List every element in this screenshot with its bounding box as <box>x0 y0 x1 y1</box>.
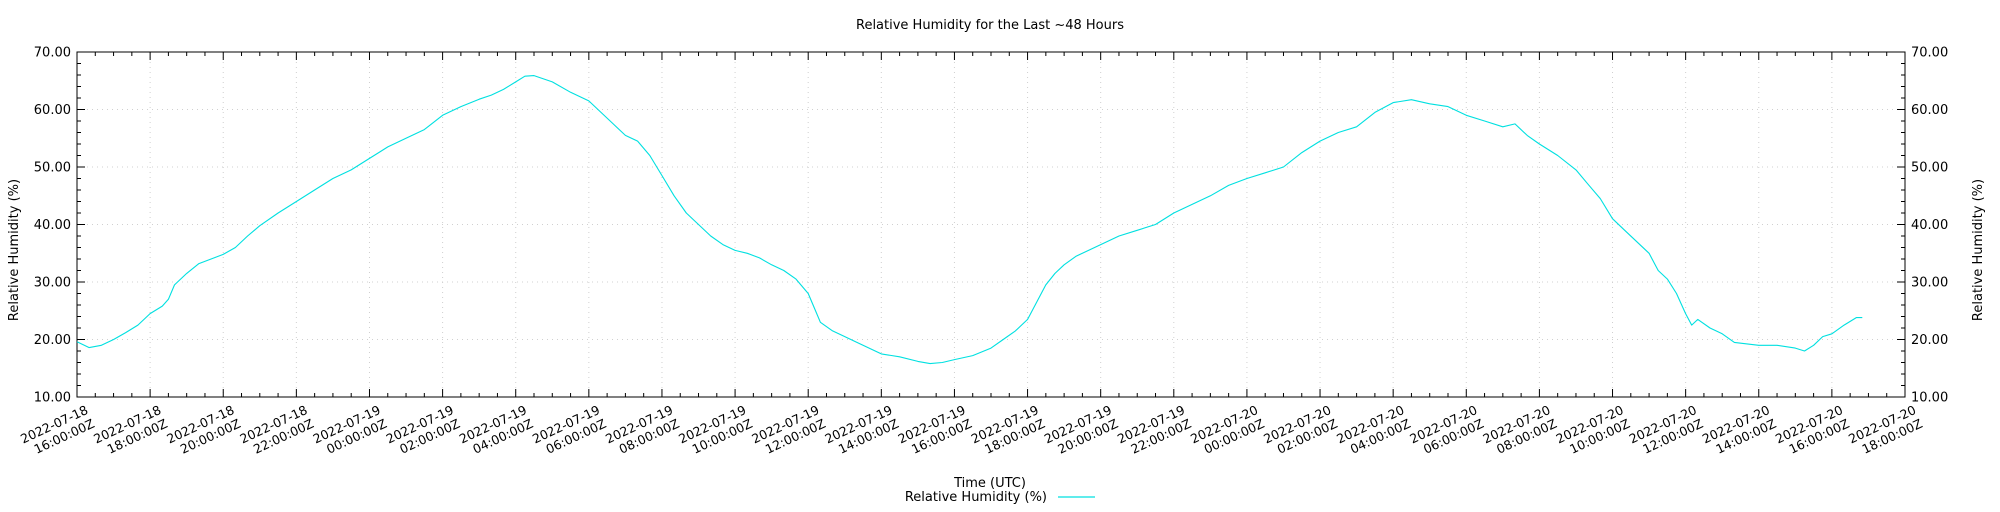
x-tick-label: 2022-07-2016:00:00Z <box>1773 402 1852 460</box>
plot-frame <box>76 51 1906 398</box>
y-tick-label-right: 30.00 <box>1911 276 1948 291</box>
y-tick-label-right: 20.00 <box>1911 333 1948 348</box>
x-tick-label: 2022-07-1818:00:00Z <box>91 402 170 460</box>
y-axis-label-left: Relative Humidity (%) <box>7 179 22 321</box>
chart-title: Relative Humidity for the Last ~48 Hours <box>856 18 1124 33</box>
series-layer <box>76 75 1863 365</box>
x-tick-label: 2022-07-1820:00:00Z <box>164 402 243 460</box>
y-axis-left: 10.00 20.00 30.00 40.00 50.00 60.00 70.00 <box>34 46 85 406</box>
x-tick-label: 2022-07-1900:00:00Z <box>311 402 390 460</box>
plot-border <box>76 51 1906 398</box>
y-tick-label-right: 50.00 <box>1911 161 1948 176</box>
x-tick-label: 2022-07-2010:00:00Z <box>1554 402 1633 460</box>
x-tick-label: 2022-07-1912:00:00Z <box>749 402 828 460</box>
grid <box>77 52 1905 397</box>
x-tick-label: 2022-07-1816:00:00Z <box>18 402 97 460</box>
x-tick-label: 2022-07-1902:00:00Z <box>384 402 463 460</box>
y-tick-label-left: 10.00 <box>34 391 71 406</box>
x-tick-label: 2022-07-1920:00:00Z <box>1042 402 1121 460</box>
x-tick-label: 2022-07-1916:00:00Z <box>896 402 975 460</box>
x-tick-label: 2022-07-2002:00:00Z <box>1261 402 1340 460</box>
x-tick-label: 2022-07-2014:00:00Z <box>1700 402 1779 460</box>
legend: Relative Humidity (%) <box>905 490 1095 505</box>
y-tick-label-left: 70.00 <box>34 46 71 61</box>
y-tick-label-left: 20.00 <box>34 333 71 348</box>
y-tick-label-left: 40.00 <box>34 218 71 233</box>
legend-label: Relative Humidity (%) <box>905 490 1047 505</box>
x-tick-label: 2022-07-1822:00:00Z <box>237 402 316 460</box>
y-tick-label-left: 60.00 <box>34 103 71 118</box>
y-tick-label-right: 60.00 <box>1911 103 1948 118</box>
x-tick-label: 2022-07-1914:00:00Z <box>822 402 901 460</box>
x-tick-label: 2022-07-1922:00:00Z <box>1115 402 1194 460</box>
y-tick-label-right: 10.00 <box>1911 391 1948 406</box>
x-axis-label: Time (UTC) <box>953 476 1026 491</box>
y-axis-right: 10.00 20.00 30.00 40.00 50.00 60.00 70.00 <box>1897 46 1948 406</box>
x-tick-label: 2022-07-1906:00:00Z <box>530 402 609 460</box>
x-tick-label: 2022-07-1908:00:00Z <box>603 402 682 460</box>
x-tick-label: 2022-07-2018:00:00Z <box>1846 402 1925 460</box>
x-tick-label: 2022-07-1918:00:00Z <box>969 402 1048 460</box>
y-tick-label-left: 30.00 <box>34 276 71 291</box>
x-tick-label: 2022-07-1910:00:00Z <box>676 402 755 460</box>
series-line-0 <box>76 75 1863 365</box>
x-tick-label: 2022-07-1904:00:00Z <box>457 402 536 460</box>
x-tick-label: 2022-07-2000:00:00Z <box>1188 402 1267 460</box>
x-tick-label: 2022-07-2006:00:00Z <box>1407 402 1486 460</box>
y-tick-label-left: 50.00 <box>34 161 71 176</box>
x-tick-label: 2022-07-2012:00:00Z <box>1627 402 1706 460</box>
x-tick-label: 2022-07-2004:00:00Z <box>1334 402 1413 460</box>
y-tick-label-right: 70.00 <box>1911 46 1948 61</box>
y-axis-label-right: Relative Humidity (%) <box>1971 179 1986 321</box>
x-axis: 2022-07-1816:00:00Z2022-07-1818:00:00Z20… <box>18 52 1925 460</box>
x-tick-label: 2022-07-2008:00:00Z <box>1480 402 1559 460</box>
y-tick-label-right: 40.00 <box>1911 218 1948 233</box>
